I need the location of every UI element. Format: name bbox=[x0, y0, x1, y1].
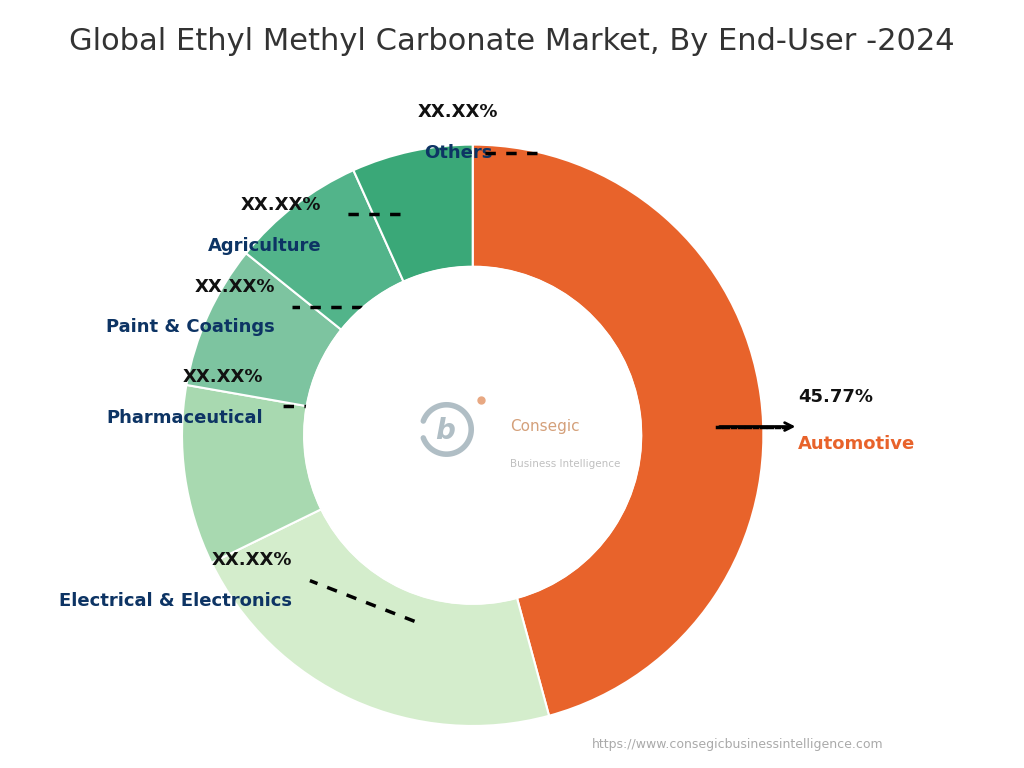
Text: XX.XX%: XX.XX% bbox=[241, 197, 322, 214]
Text: Paint & Coatings: Paint & Coatings bbox=[106, 319, 275, 336]
Circle shape bbox=[304, 266, 641, 604]
Text: Consegic: Consegic bbox=[511, 419, 581, 434]
Wedge shape bbox=[353, 144, 473, 282]
Text: Others: Others bbox=[424, 144, 493, 162]
Text: Pharmaceutical: Pharmaceutical bbox=[106, 409, 263, 426]
Wedge shape bbox=[186, 253, 341, 406]
Text: b: b bbox=[435, 417, 455, 445]
Text: https://www.consegicbusinessintelligence.com: https://www.consegicbusinessintelligence… bbox=[592, 738, 883, 751]
Wedge shape bbox=[473, 144, 763, 716]
Text: Electrical & Electronics: Electrical & Electronics bbox=[59, 591, 293, 610]
Wedge shape bbox=[182, 385, 322, 563]
Wedge shape bbox=[212, 509, 549, 726]
Text: XX.XX%: XX.XX% bbox=[212, 551, 293, 569]
Text: XX.XX%: XX.XX% bbox=[418, 104, 499, 121]
Text: Business Intelligence: Business Intelligence bbox=[511, 459, 621, 469]
Text: Automotive: Automotive bbox=[799, 435, 915, 452]
Text: Agriculture: Agriculture bbox=[208, 237, 322, 255]
Text: 45.77%: 45.77% bbox=[799, 388, 873, 406]
Wedge shape bbox=[246, 170, 403, 329]
Text: XX.XX%: XX.XX% bbox=[195, 278, 275, 296]
Text: XX.XX%: XX.XX% bbox=[183, 368, 263, 386]
Text: Global Ethyl Methyl Carbonate Market, By End-User -2024: Global Ethyl Methyl Carbonate Market, By… bbox=[70, 27, 954, 56]
